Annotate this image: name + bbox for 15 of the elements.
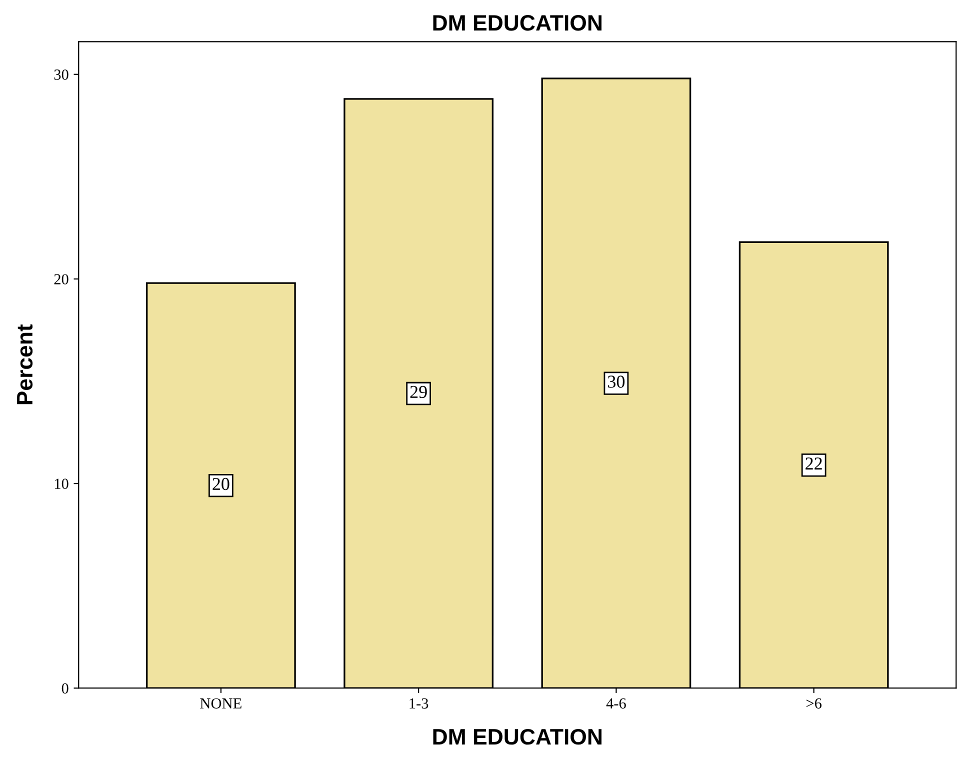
x-tick-label: NONE	[200, 698, 242, 709]
x-tick-label: >6	[806, 698, 822, 709]
y-tick-label: 10	[54, 478, 68, 489]
x-axis-title: DM EDUCATION	[433, 728, 602, 745]
y-tick-label: 0	[62, 683, 68, 694]
data-label: 20	[212, 478, 230, 490]
data-label: 29	[410, 386, 427, 398]
data-label: 30	[608, 376, 625, 388]
x-tick-label: 4-6	[606, 698, 626, 709]
y-tick-label: 30	[54, 70, 68, 80]
data-label: 22	[806, 458, 822, 470]
y-axis-title: Percent	[17, 324, 33, 404]
chart-title: DM EDUCATION	[433, 15, 602, 31]
y-tick-label: 20	[54, 274, 68, 284]
x-tick-label: 1-3	[410, 698, 428, 709]
